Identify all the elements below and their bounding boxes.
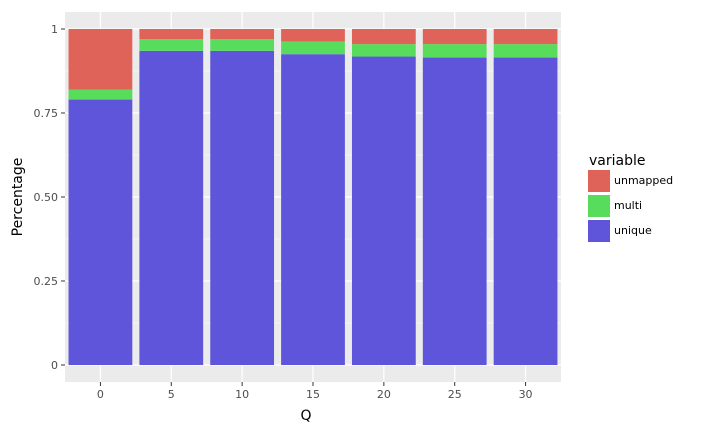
bar-unmapped-5 [139, 29, 204, 40]
y-tick-label: 1 [51, 23, 58, 36]
legend-key-unique [588, 220, 610, 242]
bars-layer [68, 29, 558, 366]
x-tick-label: 15 [306, 388, 320, 401]
bar-unmapped-25 [422, 29, 487, 45]
y-axis: 0 0.25 0.50 0.75 1 [34, 23, 65, 372]
x-tick-label: 30 [519, 388, 533, 401]
x-tick-label: 0 [97, 388, 104, 401]
y-tick-label: 0 [51, 359, 58, 372]
bar-unique-30 [493, 57, 558, 366]
x-tick-label: 25 [448, 388, 462, 401]
bar-unique-20 [351, 56, 416, 365]
legend-title: variable [589, 153, 645, 169]
bar-multi-5 [139, 39, 204, 51]
legend-label-multi: multi [614, 199, 642, 212]
bar-unique-5 [139, 50, 204, 366]
bar-unmapped-15 [281, 29, 345, 42]
legend-label-unmapped: unmapped [614, 174, 673, 187]
y-tick-label: 0.50 [34, 191, 59, 204]
bar-unmapped-30 [493, 29, 558, 45]
x-tick-label: 5 [168, 388, 175, 401]
y-tick-label: 0.25 [34, 275, 59, 288]
x-tick-label: 20 [377, 388, 391, 401]
bar-multi-15 [281, 41, 345, 55]
x-axis-title: Q [300, 408, 311, 424]
bar-unmapped-10 [210, 29, 275, 40]
bar-unique-10 [210, 50, 275, 366]
bar-unique-0 [68, 99, 133, 365]
bar-unmapped-20 [351, 29, 416, 45]
legend: variable unmapped multi unique [588, 153, 673, 242]
y-tick-label: 0.75 [34, 107, 59, 120]
x-axis: 0 5 10 15 20 25 30 [97, 382, 533, 401]
bar-unmapped-0 [68, 29, 133, 90]
bar-multi-20 [351, 44, 416, 57]
bar-unique-25 [422, 57, 487, 366]
bar-multi-25 [422, 44, 487, 58]
legend-key-multi [588, 195, 610, 217]
y-axis-title: Percentage [10, 158, 26, 237]
bar-unique-15 [281, 54, 345, 365]
bar-multi-10 [210, 39, 275, 51]
x-tick-label: 10 [235, 388, 249, 401]
legend-key-unmapped [588, 170, 610, 192]
bar-multi-30 [493, 44, 558, 58]
bar-multi-0 [68, 89, 133, 100]
legend-label-unique: unique [614, 224, 652, 237]
